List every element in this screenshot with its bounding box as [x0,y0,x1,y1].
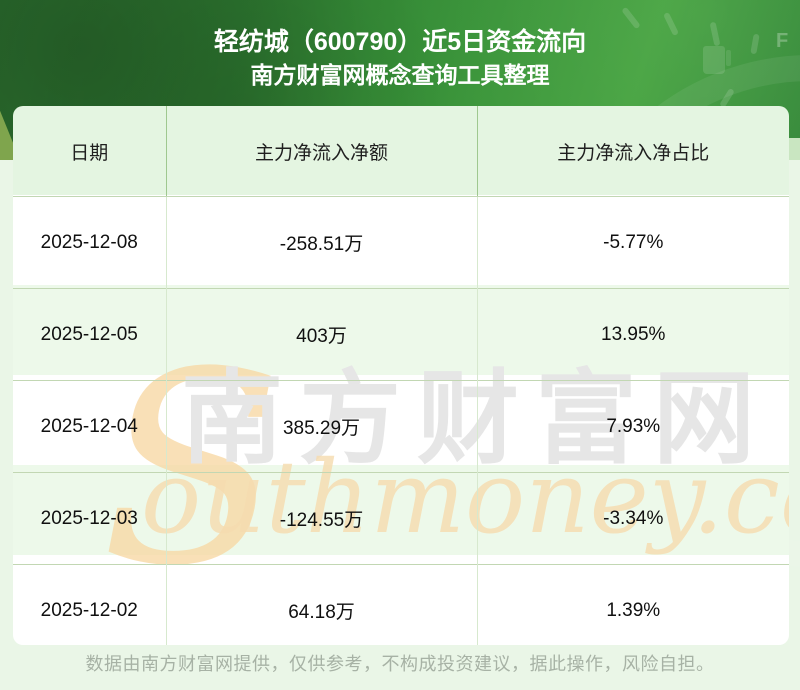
net-inflow-cell: 385.29万 [166,380,478,473]
net-inflow-ratio-cell: 7.93% [477,380,789,473]
net-inflow-ratio-cell: -3.34% [477,472,789,565]
net-inflow-ratio-cell: 1.39% [477,564,789,645]
table-header-row: 日期 主力净流入净额 主力净流入净占比 [13,106,789,197]
date-cell: 2025-12-08 [13,196,167,289]
date-cell: 2025-12-05 [13,288,167,381]
net-inflow-cell: -124.55万 [166,472,478,565]
column-header-net-inflow-ratio: 主力净流入净占比 [477,106,789,197]
date-cell: 2025-12-02 [13,564,167,645]
column-header-date: 日期 [13,106,167,197]
date-cell: 2025-12-04 [13,380,167,473]
column-header-net-inflow: 主力净流入净额 [166,106,478,197]
table-row: 2025-12-05 403万 13.95% [13,288,789,381]
table-row: 2025-12-03 -124.55万 -3.34% [13,472,789,565]
net-inflow-cell: -258.51万 [166,196,478,289]
table-row: 2025-12-04 385.29万 7.93% [13,380,789,473]
net-inflow-ratio-cell: -5.77% [603,231,664,253]
gauge-full-label: F [776,30,789,52]
table-row: 2025-12-08 -258.51万 -5.77% [13,196,789,289]
net-inflow-cell: 403万 [166,288,478,381]
page-subtitle: 南方财富网概念查询工具整理 [250,62,550,88]
disclaimer-text: 数据由南方财富网提供，仅供参考，不构成投资建议，据此操作，风险自担。 [85,654,715,674]
fund-flow-table: 日期 主力净流入净额 主力净流入净占比 2025-12-08 -258.51万 … [13,106,789,645]
fuel-pump-icon [703,46,731,74]
title-block: 轻纺城（600790）近5日资金流向 南方财富网概念查询工具整理 [0,27,800,91]
fund-flow-table-card: S 南方财富网 outhmoney.com 日期 主力净流入净额 主力净流入净占… [13,106,789,645]
page-title: 轻纺城（600790）近5日资金流向 [213,28,587,56]
table-row: 2025-12-02 64.18万 1.39% [13,564,789,645]
net-inflow-ratio-cell: 13.95% [477,288,789,381]
date-cell: 2025-12-03 [13,472,167,565]
net-inflow-cell: 64.18万 [166,564,478,645]
